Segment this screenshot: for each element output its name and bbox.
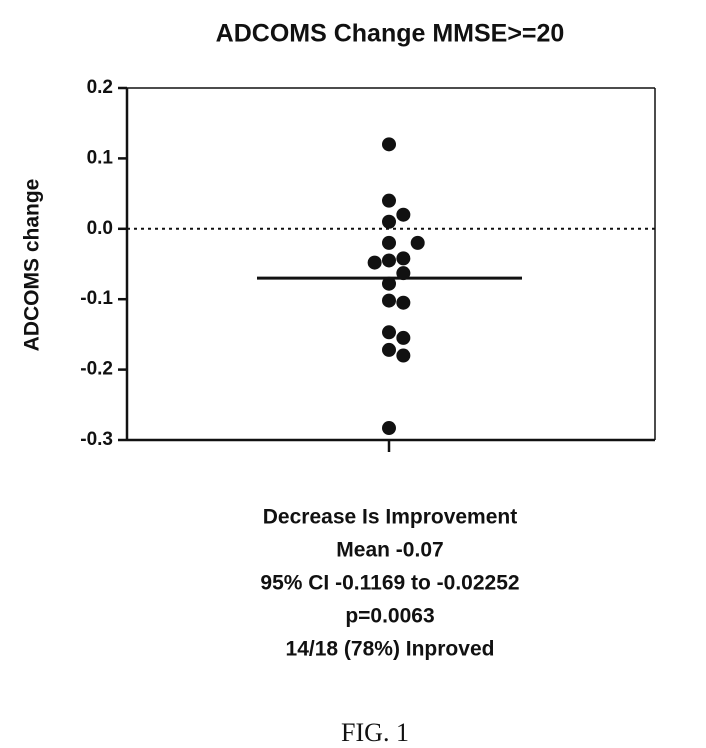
y-tick-label: 0.2 bbox=[87, 77, 113, 98]
data-point bbox=[382, 294, 396, 308]
data-point bbox=[382, 236, 396, 250]
data-point bbox=[411, 236, 425, 250]
data-point bbox=[396, 251, 410, 265]
chart-title: ADCOMS Change MMSE>=20 bbox=[216, 20, 565, 48]
figure-caption: FIG. 1 bbox=[341, 718, 409, 747]
y-tick-label: 0.0 bbox=[87, 218, 113, 239]
y-tick-label: -0.3 bbox=[80, 429, 113, 450]
annotation: 95% CI -0.1169 to -0.02252 bbox=[260, 572, 519, 595]
data-point bbox=[396, 331, 410, 345]
data-point bbox=[382, 277, 396, 291]
y-tick-label: 0.1 bbox=[87, 147, 114, 168]
data-point bbox=[382, 253, 396, 267]
data-point bbox=[382, 343, 396, 357]
y-tick-label: -0.1 bbox=[80, 288, 113, 309]
data-point bbox=[382, 421, 396, 435]
data-point bbox=[396, 208, 410, 222]
annotation: Mean -0.07 bbox=[336, 539, 443, 562]
data-point bbox=[382, 325, 396, 339]
annotation: Decrease Is Improvement bbox=[263, 506, 517, 529]
data-point bbox=[382, 215, 396, 229]
y-axis-label: ADCOMS change bbox=[21, 179, 44, 352]
data-point bbox=[396, 349, 410, 363]
annotation: 14/18 (78%) Inproved bbox=[286, 638, 495, 661]
data-point bbox=[382, 137, 396, 151]
y-tick-label: -0.2 bbox=[80, 359, 113, 380]
annotation: p=0.0063 bbox=[345, 605, 434, 628]
data-point bbox=[382, 194, 396, 208]
data-point bbox=[396, 266, 410, 280]
data-point bbox=[396, 296, 410, 310]
data-point bbox=[368, 256, 382, 270]
